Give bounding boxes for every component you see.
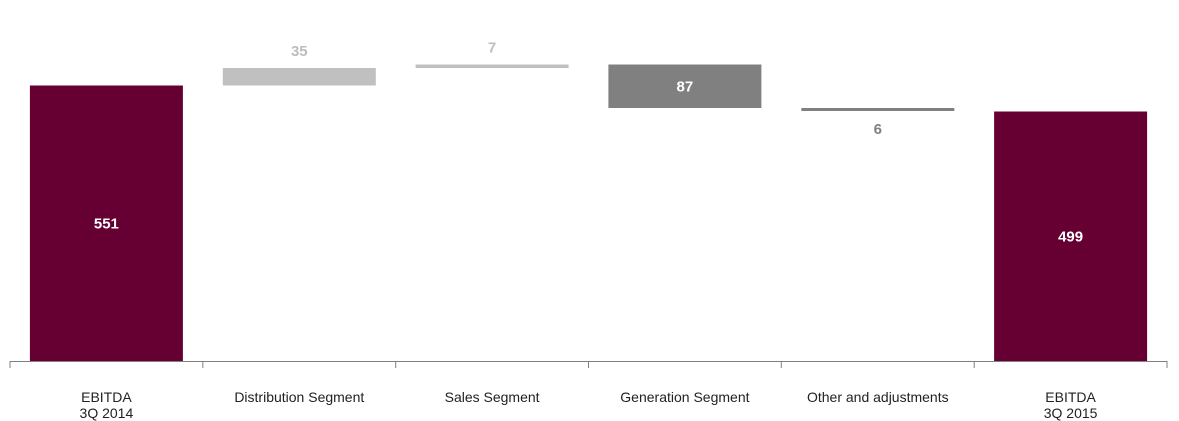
bar-total [29, 85, 183, 361]
x-tick-label: Generation Segment [620, 389, 749, 405]
data-label: 35 [291, 43, 308, 60]
x-tick-label: Distribution Segment [234, 389, 364, 405]
data-label: 551 [94, 215, 119, 232]
bar-increase [415, 64, 569, 68]
data-label: 6 [874, 121, 882, 138]
x-tick-label: EBITDA 3Q 2015 [1044, 389, 1098, 421]
bar-total [994, 111, 1148, 361]
bars-layer [29, 64, 1148, 361]
x-tick-label: EBITDA 3Q 2014 [80, 389, 134, 421]
data-label: 7 [488, 40, 496, 57]
data-labels-layer: 551 35 7 87 6 499 [94, 40, 1083, 246]
bar-increase [222, 68, 376, 86]
data-label: 87 [677, 78, 694, 95]
bar-decrease [608, 64, 762, 108]
x-tick-label: Sales Segment [445, 389, 540, 405]
bar-decrease [801, 108, 955, 111]
x-tick-labels: EBITDA 3Q 2014 Distribution Segment Sales S… [80, 389, 1098, 421]
data-label: 499 [1058, 228, 1083, 245]
x-axis [9, 361, 1168, 368]
x-tick-label: Other and adjustments [807, 389, 949, 405]
